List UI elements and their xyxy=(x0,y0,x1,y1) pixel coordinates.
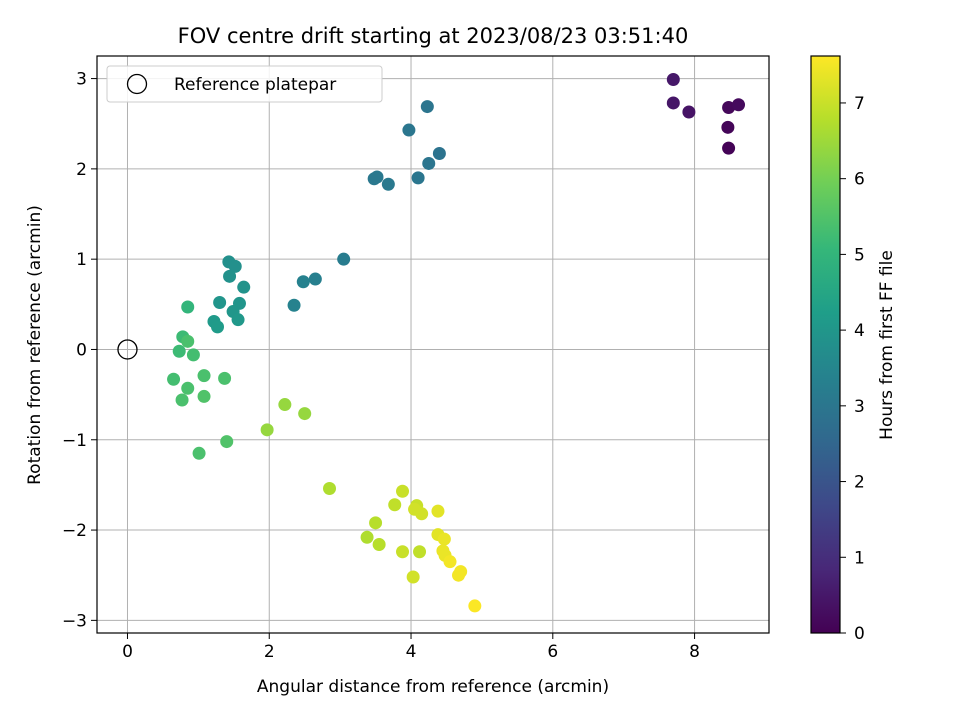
data-point xyxy=(220,435,234,449)
data-point xyxy=(468,599,482,613)
data-point xyxy=(722,100,736,114)
y-tick-label: 1 xyxy=(76,250,87,270)
data-point xyxy=(396,484,410,498)
colorbar-tick-label: 6 xyxy=(854,170,865,190)
y-tick-label: 0 xyxy=(76,340,87,360)
data-point xyxy=(197,389,211,403)
data-point xyxy=(370,170,384,184)
data-point xyxy=(172,344,186,358)
x-axis-ticks: 0 2 4 6 8 xyxy=(122,633,700,662)
data-point xyxy=(372,538,386,552)
chart-title: FOV centre drift starting at 2023/08/23 … xyxy=(178,24,689,48)
data-point xyxy=(213,296,227,310)
data-point xyxy=(396,545,410,559)
legend-entry-reference: Reference platepar xyxy=(174,75,336,95)
x-tick-label: 0 xyxy=(122,642,133,662)
data-point xyxy=(721,120,735,134)
y-tick-label: 2 xyxy=(76,160,87,180)
data-point xyxy=(197,369,211,383)
colorbar-tick-label: 2 xyxy=(854,473,865,493)
colorbar-tick-label: 5 xyxy=(854,245,865,265)
data-point xyxy=(186,348,200,362)
data-point xyxy=(411,171,425,185)
data-point xyxy=(181,381,195,395)
data-point xyxy=(175,393,189,407)
data-point xyxy=(218,371,232,385)
data-point xyxy=(337,252,351,266)
scatter-points xyxy=(167,72,746,613)
data-point xyxy=(381,177,395,191)
data-point xyxy=(323,482,337,496)
data-point xyxy=(422,156,436,170)
colorbar-label: Hours from first FF file xyxy=(877,250,897,440)
legend-reference-marker xyxy=(126,73,148,95)
x-tick-label: 4 xyxy=(406,642,417,662)
data-point xyxy=(308,272,322,286)
colorbar-ticks: 0 1 2 3 4 5 6 7 xyxy=(840,94,865,644)
colorbar-tick-label: 3 xyxy=(854,397,865,417)
legend: Reference platepar xyxy=(106,65,383,103)
data-point xyxy=(181,334,195,348)
colorbar-tick-label: 7 xyxy=(854,94,865,114)
data-point xyxy=(296,275,310,289)
x-tick-label: 6 xyxy=(547,642,558,662)
data-point xyxy=(415,507,429,521)
data-point xyxy=(298,407,312,421)
reference-marker xyxy=(117,339,138,360)
data-point xyxy=(413,545,427,559)
data-point xyxy=(231,313,245,327)
data-point xyxy=(223,269,237,283)
data-point xyxy=(278,398,292,412)
x-tick-label: 2 xyxy=(264,642,275,662)
data-point xyxy=(211,320,225,334)
data-point xyxy=(181,300,195,314)
colorbar: 0 1 2 3 4 5 6 7 Hours from first FF file xyxy=(810,55,897,644)
data-point xyxy=(431,504,445,518)
data-point xyxy=(432,147,446,161)
x-axis-label: Angular distance from reference (arcmin) xyxy=(257,677,609,697)
data-point xyxy=(732,98,746,112)
plot-frame xyxy=(96,55,770,634)
y-tick-label: −1 xyxy=(62,431,87,451)
data-point xyxy=(443,555,457,569)
data-point xyxy=(388,498,402,512)
data-point xyxy=(167,372,181,386)
y-tick-label: −2 xyxy=(62,521,87,541)
data-point xyxy=(666,72,680,86)
data-point xyxy=(192,446,206,460)
data-point xyxy=(228,259,242,273)
colorbar-tick-label: 4 xyxy=(854,321,865,341)
data-point xyxy=(287,298,301,312)
data-point xyxy=(722,141,736,155)
y-axis-ticks: −3 −2 −1 0 1 2 3 xyxy=(62,70,97,631)
data-point xyxy=(666,96,680,110)
data-point xyxy=(237,280,251,294)
plot-grid xyxy=(97,56,769,633)
data-point xyxy=(406,570,420,584)
y-tick-label: −3 xyxy=(62,611,87,631)
y-axis-label: Rotation from reference (arcmin) xyxy=(25,205,45,485)
data-point xyxy=(369,516,383,530)
data-point xyxy=(682,105,696,119)
y-tick-label: 3 xyxy=(76,70,87,90)
data-point xyxy=(437,532,451,546)
data-point xyxy=(402,123,416,137)
colorbar-bar xyxy=(810,55,841,634)
colorbar-tick-label: 1 xyxy=(854,548,865,568)
x-tick-label: 8 xyxy=(689,642,700,662)
data-point xyxy=(260,423,274,437)
data-point xyxy=(420,100,434,114)
colorbar-tick-label: 0 xyxy=(854,624,865,644)
data-point xyxy=(452,568,466,582)
reference-layer xyxy=(117,339,138,360)
legend-box xyxy=(106,65,383,103)
data-point xyxy=(360,530,374,544)
